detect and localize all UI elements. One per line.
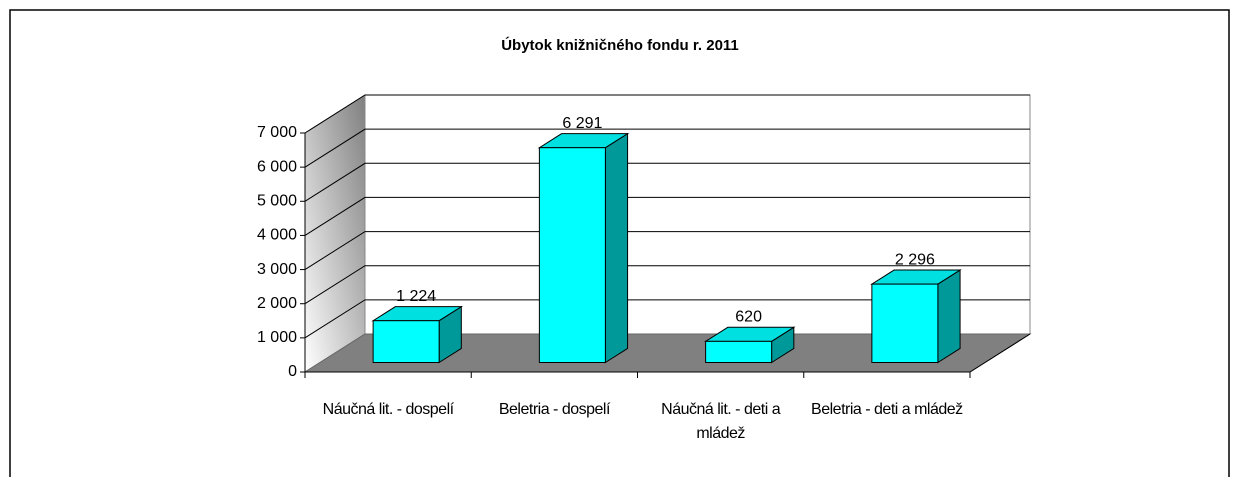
bar-side	[604, 132, 629, 364]
grid-line	[304, 94, 1030, 134]
y-tick-label: 0	[288, 363, 297, 380]
x-tick-label: Beletria - dospelí	[498, 401, 611, 418]
grid-line	[304, 196, 1030, 236]
bar	[538, 147, 606, 363]
bar	[705, 340, 773, 363]
value-label: 620	[735, 308, 762, 325]
y-tick-label: 4 000	[257, 227, 297, 244]
grid-line	[304, 128, 1030, 168]
chart-title: Úbytok knižničného fondu r. 2011	[501, 36, 739, 54]
grid-line	[304, 162, 1030, 202]
grid-line	[304, 299, 1030, 339]
bar-side	[937, 269, 961, 364]
x-axis-right	[969, 333, 1031, 373]
y-tick-label: 7 000	[257, 124, 297, 141]
value-label: 6 291	[562, 115, 602, 132]
x-tick-label: Náučná lit. - dospelí	[322, 401, 454, 418]
y-tick-label: 5 000	[257, 193, 297, 210]
bar	[372, 320, 440, 363]
bar	[871, 283, 939, 363]
value-label: 1 224	[396, 288, 436, 305]
grid-line	[304, 265, 1030, 305]
grid-line	[304, 231, 1030, 270]
y-tick-label: 6 000	[257, 158, 297, 175]
y-tick-label: 1 000	[257, 329, 297, 346]
side-wall	[304, 94, 366, 373]
value-label: 2 296	[895, 251, 935, 268]
y-tick-label: 2 000	[257, 295, 297, 312]
x-tick-label: Náučná lit. - deti a mládež	[661, 401, 781, 442]
y-tick-label: 3 000	[257, 261, 297, 278]
x-tick-label: Beletria - deti a mládež	[811, 401, 963, 418]
